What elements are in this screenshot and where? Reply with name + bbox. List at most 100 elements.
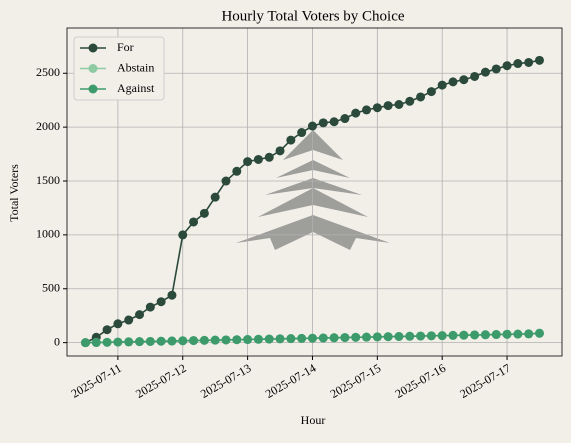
data-point <box>534 55 544 65</box>
data-point <box>405 96 415 106</box>
data-point <box>113 319 123 329</box>
data-point <box>480 67 490 77</box>
data-point <box>394 100 404 110</box>
data-point <box>340 114 350 124</box>
data-point <box>264 334 274 344</box>
x-axis-label: Hour <box>301 413 326 427</box>
data-point <box>145 336 155 346</box>
data-point <box>189 217 199 227</box>
series <box>80 328 544 348</box>
data-point <box>307 333 317 343</box>
data-point <box>491 330 501 340</box>
data-point <box>221 335 231 345</box>
legend-label: Against <box>117 81 155 95</box>
data-point <box>297 333 307 343</box>
data-point <box>178 230 188 240</box>
legend: For Abstain Against <box>73 36 165 101</box>
y-tick-label: 1000 <box>36 227 60 241</box>
data-point <box>135 310 145 320</box>
y-tick-label: 2500 <box>36 65 60 79</box>
data-point <box>383 332 393 342</box>
data-point <box>264 152 274 162</box>
legend-marker <box>88 43 98 53</box>
data-point <box>124 315 134 325</box>
data-point <box>102 325 112 335</box>
data-point <box>167 290 177 300</box>
data-point <box>167 336 177 346</box>
data-point <box>329 333 339 343</box>
data-point <box>243 157 253 167</box>
data-point <box>297 128 307 138</box>
data-point <box>91 338 101 348</box>
data-point <box>351 332 361 342</box>
chart-title: Hourly Total Voters by Choice <box>221 8 404 24</box>
y-tick-label: 0 <box>54 334 60 348</box>
data-point <box>318 333 328 343</box>
data-point <box>448 77 458 87</box>
data-point <box>307 121 317 131</box>
data-point <box>372 103 382 113</box>
data-point <box>372 332 382 342</box>
data-point <box>156 297 166 307</box>
data-point <box>340 333 350 343</box>
data-point <box>459 330 469 340</box>
data-point <box>80 338 90 348</box>
plot-frame <box>66 27 563 357</box>
data-point <box>145 302 155 312</box>
data-point <box>491 64 501 74</box>
data-point <box>362 332 372 342</box>
data-point <box>124 337 134 347</box>
data-point <box>480 330 490 340</box>
data-point <box>318 118 328 128</box>
data-point <box>470 330 480 340</box>
data-point <box>253 334 263 344</box>
data-point <box>437 80 447 90</box>
legend-label: For <box>117 40 134 54</box>
data-point <box>286 135 296 145</box>
data-point <box>275 334 285 344</box>
data-point <box>351 108 361 118</box>
data-point <box>416 331 426 341</box>
data-point <box>210 335 220 345</box>
data-point <box>502 61 512 71</box>
data-point <box>383 101 393 111</box>
data-point <box>534 328 544 338</box>
data-point <box>232 335 242 345</box>
data-point <box>199 335 209 345</box>
watermark <box>236 130 390 250</box>
data-point <box>329 117 339 127</box>
legend-marker <box>88 84 98 94</box>
data-point <box>437 331 447 341</box>
data-point <box>253 154 263 164</box>
data-point <box>286 334 296 344</box>
data-point <box>156 336 166 346</box>
data-point <box>513 329 523 339</box>
data-point <box>426 87 436 97</box>
data-point <box>243 335 253 345</box>
data-point <box>426 331 436 341</box>
data-point <box>524 329 534 339</box>
data-point <box>221 176 231 186</box>
data-point <box>189 336 199 346</box>
data-point <box>135 337 145 347</box>
data-point <box>113 337 123 347</box>
y-tick-label: 1500 <box>36 173 60 187</box>
data-point <box>199 208 209 218</box>
data-point <box>394 331 404 341</box>
data-point <box>405 331 415 341</box>
data-point <box>102 337 112 347</box>
data-point <box>232 166 242 176</box>
data-point <box>178 336 188 346</box>
data-point <box>275 146 285 156</box>
legend-marker <box>88 64 98 73</box>
data-point <box>362 105 372 115</box>
legend-label: Abstain <box>117 60 154 74</box>
y-axis-label: Total Voters <box>7 164 21 222</box>
data-point <box>448 330 458 340</box>
data-point <box>502 329 512 339</box>
data-point <box>416 92 426 102</box>
y-tick-label: 500 <box>42 281 60 295</box>
data-point <box>470 71 480 81</box>
